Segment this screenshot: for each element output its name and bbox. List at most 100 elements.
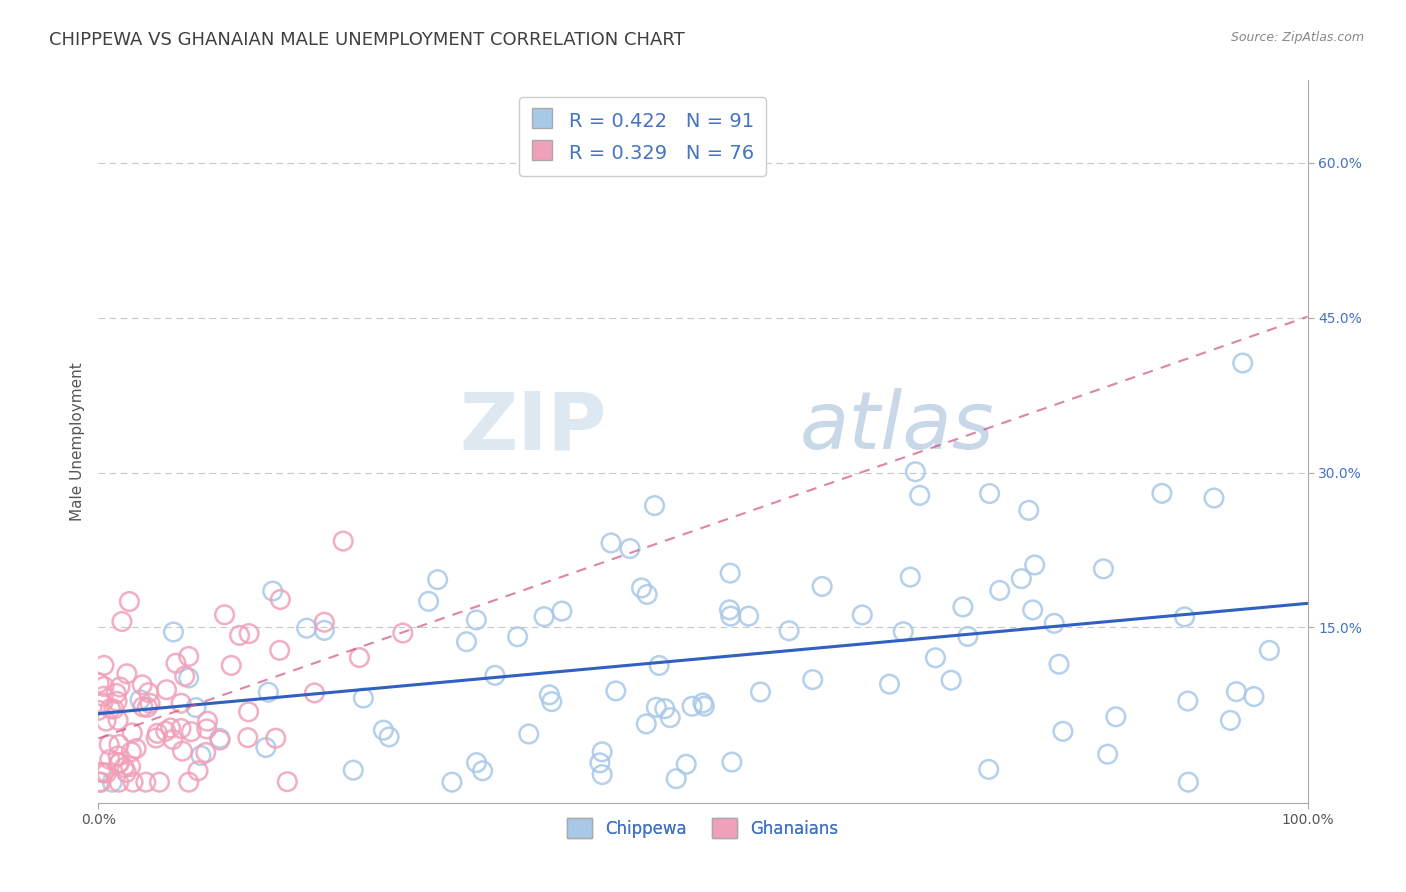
Point <box>352 691 374 706</box>
Point <box>538 688 561 702</box>
Point <box>184 700 207 714</box>
Point <box>1052 724 1074 739</box>
Point <box>295 621 318 635</box>
Point <box>98 738 121 752</box>
Point <box>190 748 212 763</box>
Point <box>904 465 927 479</box>
Point <box>349 650 371 665</box>
Point <box>197 714 219 729</box>
Point <box>120 759 142 773</box>
Point <box>979 486 1001 500</box>
Point <box>801 673 824 687</box>
Point <box>1024 558 1046 572</box>
Point <box>228 628 250 642</box>
Point <box>107 713 129 727</box>
Point <box>1047 657 1070 672</box>
Point <box>107 756 129 771</box>
Point <box>391 626 413 640</box>
Text: CHIPPEWA VS GHANAIAN MALE UNEMPLOYMENT CORRELATION CHART: CHIPPEWA VS GHANAIAN MALE UNEMPLOYMENT C… <box>49 31 685 49</box>
Point <box>693 699 716 714</box>
Point <box>471 764 494 778</box>
Point <box>121 726 143 740</box>
Point <box>162 625 184 640</box>
Point <box>659 710 682 724</box>
Point <box>90 765 112 780</box>
Point <box>94 714 117 728</box>
Point <box>665 772 688 786</box>
Point <box>125 741 148 756</box>
Point <box>332 534 354 549</box>
Point <box>456 634 478 648</box>
Point <box>238 705 260 719</box>
Point <box>177 671 200 685</box>
Point <box>342 763 364 777</box>
Point <box>1018 503 1040 517</box>
Point <box>105 686 128 700</box>
Point <box>264 731 287 746</box>
Point <box>87 676 110 690</box>
Point <box>1219 714 1241 728</box>
Point <box>177 775 200 789</box>
Point <box>135 775 157 789</box>
Point <box>90 775 112 789</box>
Point <box>956 629 979 643</box>
Point <box>426 573 449 587</box>
Point <box>170 696 193 710</box>
Point <box>879 677 901 691</box>
Point <box>636 717 658 731</box>
Y-axis label: Male Unemployment: Male Unemployment <box>69 362 84 521</box>
Point <box>778 624 800 638</box>
Point <box>645 700 668 714</box>
Point <box>115 765 138 780</box>
Point <box>506 630 529 644</box>
Point <box>630 581 652 595</box>
Point <box>254 740 277 755</box>
Point <box>105 694 128 708</box>
Point <box>136 700 159 714</box>
Point <box>378 730 401 744</box>
Point <box>749 685 772 699</box>
Point <box>93 680 115 694</box>
Point <box>122 775 145 789</box>
Point <box>87 703 110 717</box>
Point <box>591 767 613 781</box>
Point <box>636 587 658 601</box>
Point <box>644 499 666 513</box>
Point <box>908 488 931 502</box>
Point <box>1097 747 1119 762</box>
Legend: Chippewa, Ghanaians: Chippewa, Ghanaians <box>561 812 845 845</box>
Point <box>600 536 623 550</box>
Point <box>257 685 280 699</box>
Point <box>162 732 184 747</box>
Point <box>165 656 187 670</box>
Point <box>219 658 242 673</box>
Point <box>236 731 259 745</box>
Point <box>187 764 209 778</box>
Point <box>304 686 326 700</box>
Point <box>101 775 124 789</box>
Point <box>269 643 291 657</box>
Point <box>269 592 291 607</box>
Point <box>93 765 115 780</box>
Point <box>681 699 703 714</box>
Point <box>977 763 1000 777</box>
Point <box>107 748 129 763</box>
Point <box>551 604 574 618</box>
Point <box>180 724 202 739</box>
Point <box>720 609 742 624</box>
Point <box>718 566 741 581</box>
Point <box>1092 562 1115 576</box>
Point <box>208 733 231 747</box>
Point <box>155 682 177 697</box>
Point <box>108 756 131 770</box>
Point <box>1232 356 1254 370</box>
Point <box>924 650 946 665</box>
Point <box>619 541 641 556</box>
Point <box>952 599 974 614</box>
Point <box>159 721 181 735</box>
Point <box>605 684 627 698</box>
Point <box>93 658 115 673</box>
Point <box>1177 694 1199 708</box>
Point <box>675 757 697 772</box>
Point <box>939 673 962 688</box>
